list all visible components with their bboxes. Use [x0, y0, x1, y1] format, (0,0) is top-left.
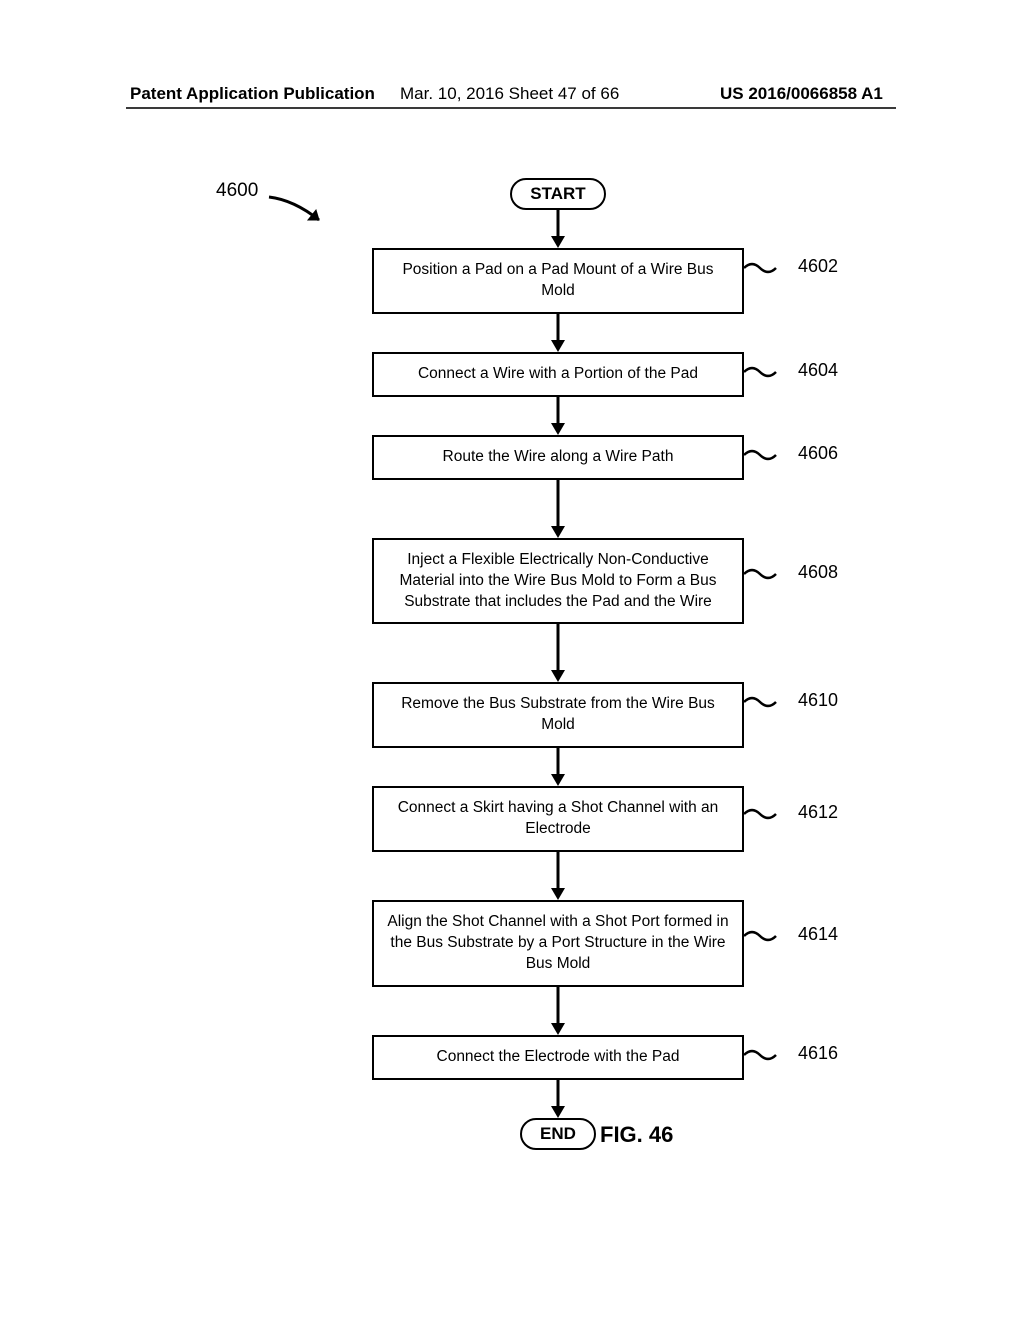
reference-label-4604: 4604 [798, 360, 838, 381]
reference-label-4608: 4608 [798, 562, 838, 583]
step-row-4604: Connect a Wire with a Portion of the Pad… [348, 352, 768, 397]
reference-label-4614: 4614 [798, 924, 838, 945]
step-row-4612: Connect a Skirt having a Shot Channel wi… [348, 786, 768, 852]
arrow-connector [348, 210, 768, 248]
process-label: Connect a Skirt having a Shot Channel wi… [398, 799, 719, 837]
arrow-down-icon [548, 210, 568, 248]
ref-connector-icon [742, 692, 782, 716]
ref-connector-icon [742, 1045, 782, 1069]
arrow-down-icon [548, 314, 568, 352]
process-box-4614: Align the Shot Channel with a Shot Port … [372, 900, 744, 987]
start-terminal-row: START [348, 178, 768, 210]
process-box-4606: Route the Wire along a Wire Path [372, 435, 744, 480]
arrow-down-icon [548, 1080, 568, 1118]
step-row-4606: Route the Wire along a Wire Path 4606 [348, 435, 768, 480]
figure-caption: FIG. 46 [600, 1122, 673, 1148]
process-box-4608: Inject a Flexible Electrically Non-Condu… [372, 538, 744, 625]
header-left-text: Patent Application Publication [130, 84, 375, 104]
step-row-4610: Remove the Bus Substrate from the Wire B… [348, 682, 768, 748]
reference-arrow-icon [264, 192, 344, 232]
process-box-4610: Remove the Bus Substrate from the Wire B… [372, 682, 744, 748]
arrow-connector [348, 624, 768, 682]
ref-connector-icon [742, 445, 782, 469]
process-label: Connect a Wire with a Portion of the Pad [418, 365, 698, 382]
ref-connector-icon [742, 804, 782, 828]
reference-label-4610: 4610 [798, 690, 838, 711]
step-row-4608: Inject a Flexible Electrically Non-Condu… [348, 538, 768, 625]
ref-connector-icon [742, 258, 782, 282]
end-terminal: END [520, 1118, 596, 1150]
reference-label-4602: 4602 [798, 256, 838, 277]
arrow-connector [348, 480, 768, 538]
arrow-connector [348, 1080, 768, 1118]
process-label: Remove the Bus Substrate from the Wire B… [401, 695, 715, 733]
step-row-4616: Connect the Electrode with the Pad 4616 [348, 1035, 768, 1080]
ref-connector-icon [742, 564, 782, 588]
process-label: Inject a Flexible Electrically Non-Condu… [399, 551, 716, 610]
header-center-text: Mar. 10, 2016 Sheet 47 of 66 [400, 84, 619, 104]
arrow-connector [348, 314, 768, 352]
arrow-down-icon [548, 397, 568, 435]
arrow-connector [348, 748, 768, 786]
step-row-4614: Align the Shot Channel with a Shot Port … [348, 900, 768, 987]
process-box-4604: Connect a Wire with a Portion of the Pad [372, 352, 744, 397]
process-box-4612: Connect a Skirt having a Shot Channel wi… [372, 786, 744, 852]
start-terminal: START [510, 178, 605, 210]
ref-connector-icon [742, 926, 782, 950]
arrow-connector [348, 987, 768, 1035]
process-label: Position a Pad on a Pad Mount of a Wire … [402, 261, 713, 299]
ref-connector-icon [742, 362, 782, 386]
header-right-text: US 2016/0066858 A1 [720, 84, 883, 104]
end-label: END [540, 1124, 576, 1143]
process-box-4602: Position a Pad on a Pad Mount of a Wire … [372, 248, 744, 314]
start-label: START [530, 184, 585, 203]
flowchart-reference-number: 4600 [216, 180, 258, 202]
reference-label-4616: 4616 [798, 1043, 838, 1064]
arrow-down-icon [548, 480, 568, 538]
flowchart-container: START Position a Pad on a Pad Mount of a… [348, 178, 768, 1150]
end-terminal-row: END FIG. 46 [348, 1118, 768, 1150]
process-label: Connect the Electrode with the Pad [437, 1048, 680, 1065]
arrow-connector [348, 397, 768, 435]
arrow-connector [348, 852, 768, 900]
reference-label-4612: 4612 [798, 802, 838, 823]
header-rule [126, 107, 896, 109]
process-label: Align the Shot Channel with a Shot Port … [387, 913, 728, 972]
arrow-down-icon [548, 624, 568, 682]
arrow-down-icon [548, 748, 568, 786]
step-row-4602: Position a Pad on a Pad Mount of a Wire … [348, 248, 768, 314]
arrow-down-icon [548, 987, 568, 1035]
process-label: Route the Wire along a Wire Path [443, 448, 674, 465]
process-box-4616: Connect the Electrode with the Pad [372, 1035, 744, 1080]
arrow-down-icon [548, 852, 568, 900]
reference-label-4606: 4606 [798, 443, 838, 464]
